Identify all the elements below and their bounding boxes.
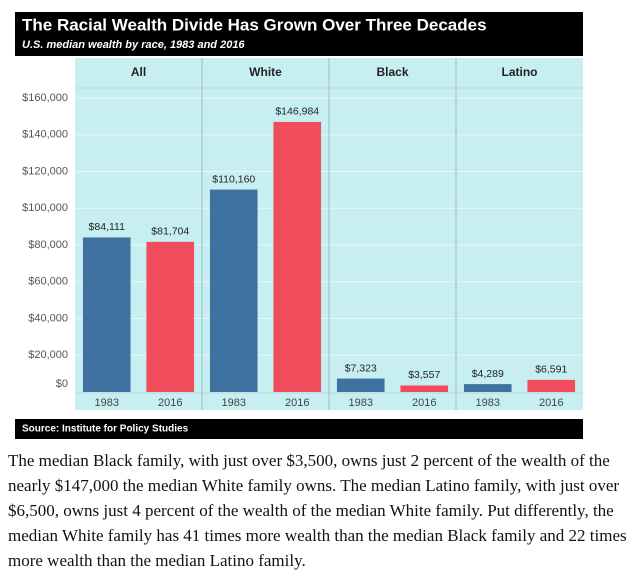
value-label: $84,111 (89, 221, 126, 233)
y-tick-label: $120,000 (22, 165, 68, 177)
y-tick-label: $100,000 (22, 202, 68, 214)
chart-title: The Racial Wealth Divide Has Grown Over … (22, 15, 487, 34)
x-tick-label: 2016 (412, 397, 436, 409)
value-label: $6,591 (535, 364, 567, 376)
x-tick-label: 1983 (349, 397, 373, 409)
value-label: $81,704 (151, 226, 189, 238)
bar (527, 379, 576, 392)
y-tick-label: $80,000 (28, 239, 68, 251)
x-tick-label: 2016 (539, 397, 563, 409)
bar (336, 378, 385, 392)
chart: The Racial Wealth Divide Has Grown Over … (15, 12, 583, 439)
x-tick-label: 1983 (95, 397, 119, 409)
chart-subtitle: U.S. median wealth by race, 1983 and 201… (22, 39, 245, 51)
x-tick-label: 2016 (285, 397, 309, 409)
x-tick-label: 2016 (158, 397, 182, 409)
value-label: $3,557 (408, 369, 440, 381)
bar (400, 385, 449, 392)
panel-label: Latino (502, 65, 538, 79)
panel-label: Black (376, 65, 408, 79)
x-tick-label: 1983 (222, 397, 246, 409)
y-tick-label: $20,000 (28, 349, 68, 361)
value-label: $146,984 (275, 106, 319, 118)
value-label: $110,160 (212, 173, 255, 185)
bar (463, 384, 512, 392)
title-bar (15, 12, 583, 56)
bar (82, 237, 131, 392)
y-tick-label: $60,000 (28, 276, 68, 288)
source-bar (15, 419, 583, 439)
y-tick-label: $140,000 (22, 129, 68, 141)
y-tick-label: $40,000 (28, 312, 68, 324)
source: Source: Institute for Policy Studies (22, 424, 189, 435)
panel-label: White (249, 65, 282, 79)
y-tick-label: $0 (56, 378, 68, 390)
x-tick-label: 1983 (476, 397, 500, 409)
y-tick-label: $160,000 (22, 92, 68, 104)
value-label: $7,323 (345, 362, 377, 374)
panel-label: All (131, 65, 146, 79)
bar (209, 189, 258, 392)
bar (273, 121, 322, 392)
bar (146, 241, 195, 392)
body-text: The median Black family, with just over … (8, 451, 627, 570)
value-label: $4,289 (472, 368, 504, 380)
